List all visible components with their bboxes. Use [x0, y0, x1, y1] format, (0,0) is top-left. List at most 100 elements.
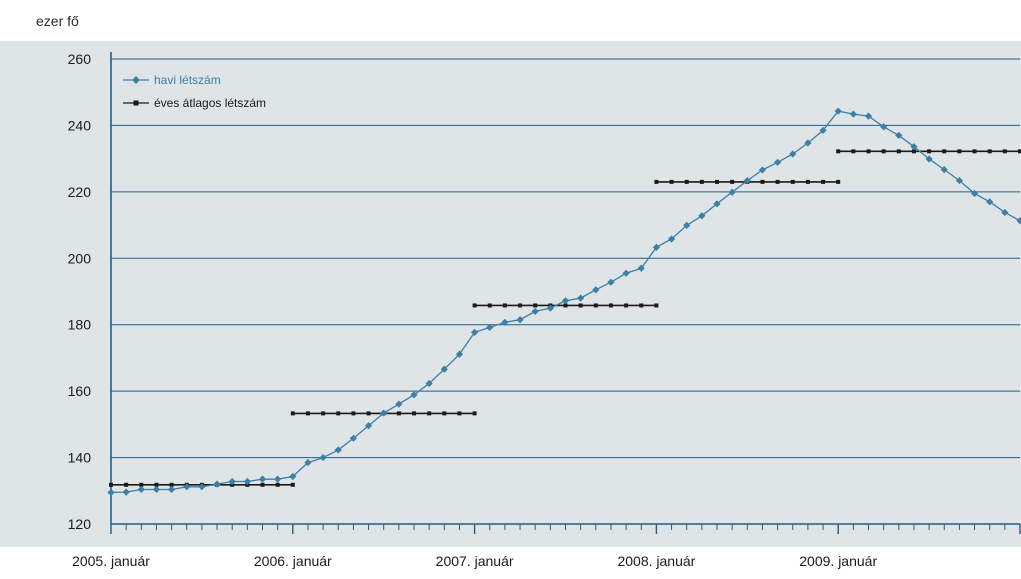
monthly-headcount-point — [652, 243, 660, 251]
annual-average-point — [396, 411, 401, 416]
monthly-headcount-point — [228, 477, 236, 486]
monthly-headcount-point — [516, 316, 524, 324]
monthly-headcount-point — [501, 318, 509, 326]
monthly-headcount-point — [743, 176, 751, 185]
annual-average-point — [260, 482, 265, 487]
annual-average-point — [639, 303, 644, 308]
monthly-headcount-point — [577, 294, 585, 302]
monthly-headcount-point — [183, 483, 191, 491]
annual-average-point — [290, 482, 295, 487]
annual-average-point — [669, 179, 674, 184]
legend-label-annual: éves átlagos létszám — [154, 96, 266, 110]
annual-average-point — [487, 303, 492, 308]
x-axis — [110, 52, 1021, 534]
monthly-headcount-point — [425, 379, 433, 388]
y-tick-labels: 120 140 160 180 200 220 240 260 — [68, 51, 92, 532]
monthly-headcount-point — [819, 126, 827, 135]
monthly-headcount-point — [531, 307, 539, 316]
y-tick-label-240: 240 — [68, 117, 92, 133]
monthly-headcount-point — [849, 110, 857, 118]
y-tick-label-140: 140 — [68, 450, 92, 466]
annual-average-point — [412, 411, 416, 416]
annual-average-point — [472, 411, 477, 416]
y-tick-label-160: 160 — [68, 383, 92, 399]
monthly-headcount-point — [243, 477, 251, 486]
monthly-headcount-point — [925, 155, 933, 163]
monthly-headcount-point — [789, 150, 797, 158]
monthly-headcount-point — [137, 485, 145, 494]
annual-average-point — [957, 149, 962, 154]
annual-average-point — [624, 303, 629, 308]
monthly-headcount-point — [395, 400, 403, 408]
monthly-headcount-point — [486, 323, 494, 331]
x-tick-label: 2006. január — [254, 553, 332, 569]
annual-average-point — [866, 149, 871, 154]
annual-average-point — [457, 411, 462, 416]
monthly-headcount-point — [713, 200, 721, 208]
monthly-headcount-point — [728, 188, 736, 196]
annual-average-point — [1002, 149, 1007, 154]
annual-average-point — [321, 411, 326, 416]
annual-average-point — [154, 482, 159, 487]
x-tick-labels: 2005. január 2006. január 2007. január 2008… — [72, 553, 877, 569]
monthly-headcount-point — [637, 264, 645, 272]
annual-average-point — [366, 411, 371, 416]
annual-average-point — [533, 303, 538, 308]
annual-average-point — [290, 411, 295, 416]
y-tick-label-220: 220 — [68, 184, 92, 200]
monthly-headcount-point — [546, 304, 554, 312]
monthly-headcount-point — [122, 488, 130, 496]
annual-average-point — [760, 179, 765, 184]
monthly-headcount-point — [622, 269, 630, 277]
legend: havi létszám éves átlagos létszám — [123, 73, 266, 110]
annual-average-point — [351, 411, 356, 416]
monthly-headcount-point — [304, 458, 312, 467]
monthly-headcount-point — [455, 350, 464, 358]
x-tick-label: 2005. január — [72, 553, 150, 569]
y-tick-label-200: 200 — [68, 250, 92, 266]
annual-average-point — [790, 179, 795, 184]
annual-average-point — [1018, 149, 1021, 154]
monthly-headcount-point — [804, 139, 812, 147]
monthly-headcount-point — [213, 480, 221, 488]
annual-average-point — [942, 149, 947, 154]
monthly-headcount-point — [258, 475, 267, 483]
annual-average-point — [654, 303, 659, 308]
annual-average-point — [775, 179, 780, 184]
annual-average-point — [896, 149, 901, 154]
annual-average-point — [821, 179, 826, 184]
y-tick-label-120: 120 — [68, 516, 92, 532]
monthly-headcount-point — [970, 189, 979, 198]
annual-average-point — [305, 411, 310, 416]
monthly-headcount-point — [683, 221, 691, 230]
annual-average-point — [502, 303, 507, 308]
annual-average-point — [518, 303, 523, 308]
monthly-headcount-point — [380, 409, 388, 417]
monthly-headcount-point — [440, 365, 448, 373]
annual-average-point — [851, 149, 856, 154]
legend-item-annual: éves átlagos létszám — [123, 96, 266, 110]
y-unit-label: ezer fő — [36, 13, 79, 29]
gridlines — [111, 58, 1020, 459]
monthly-headcount-point — [274, 475, 282, 483]
monthly-headcount-point — [834, 107, 842, 115]
annual-average-point — [972, 149, 977, 154]
monthly-headcount-point — [955, 176, 963, 185]
monthly-headcount-point — [774, 158, 782, 166]
monthly-headcount-point — [410, 391, 418, 399]
annual-average-point — [836, 179, 841, 184]
x-tick-label: 2009. január — [799, 553, 877, 569]
annual-average-point — [124, 482, 129, 487]
monthly-headcount-point — [334, 446, 342, 454]
monthly-headcount-point — [152, 485, 161, 494]
monthly-headcount-point — [607, 278, 615, 286]
monthly-headcount-point — [364, 422, 373, 430]
annual-average-point — [836, 149, 841, 154]
monthly-headcount-point — [168, 485, 176, 494]
x-tick-label: 2008. január — [617, 553, 695, 569]
monthly-headcount-point — [864, 112, 873, 120]
annual-average-point — [715, 179, 719, 184]
y-tick-label-260: 260 — [68, 51, 92, 67]
monthly-headcount-point — [940, 166, 948, 174]
